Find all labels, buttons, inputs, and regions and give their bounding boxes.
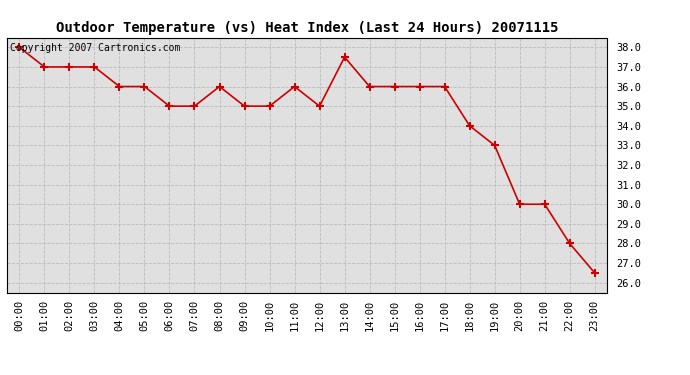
Title: Outdoor Temperature (vs) Heat Index (Last 24 Hours) 20071115: Outdoor Temperature (vs) Heat Index (Las… <box>56 21 558 35</box>
Text: Copyright 2007 Cartronics.com: Copyright 2007 Cartronics.com <box>10 43 180 52</box>
